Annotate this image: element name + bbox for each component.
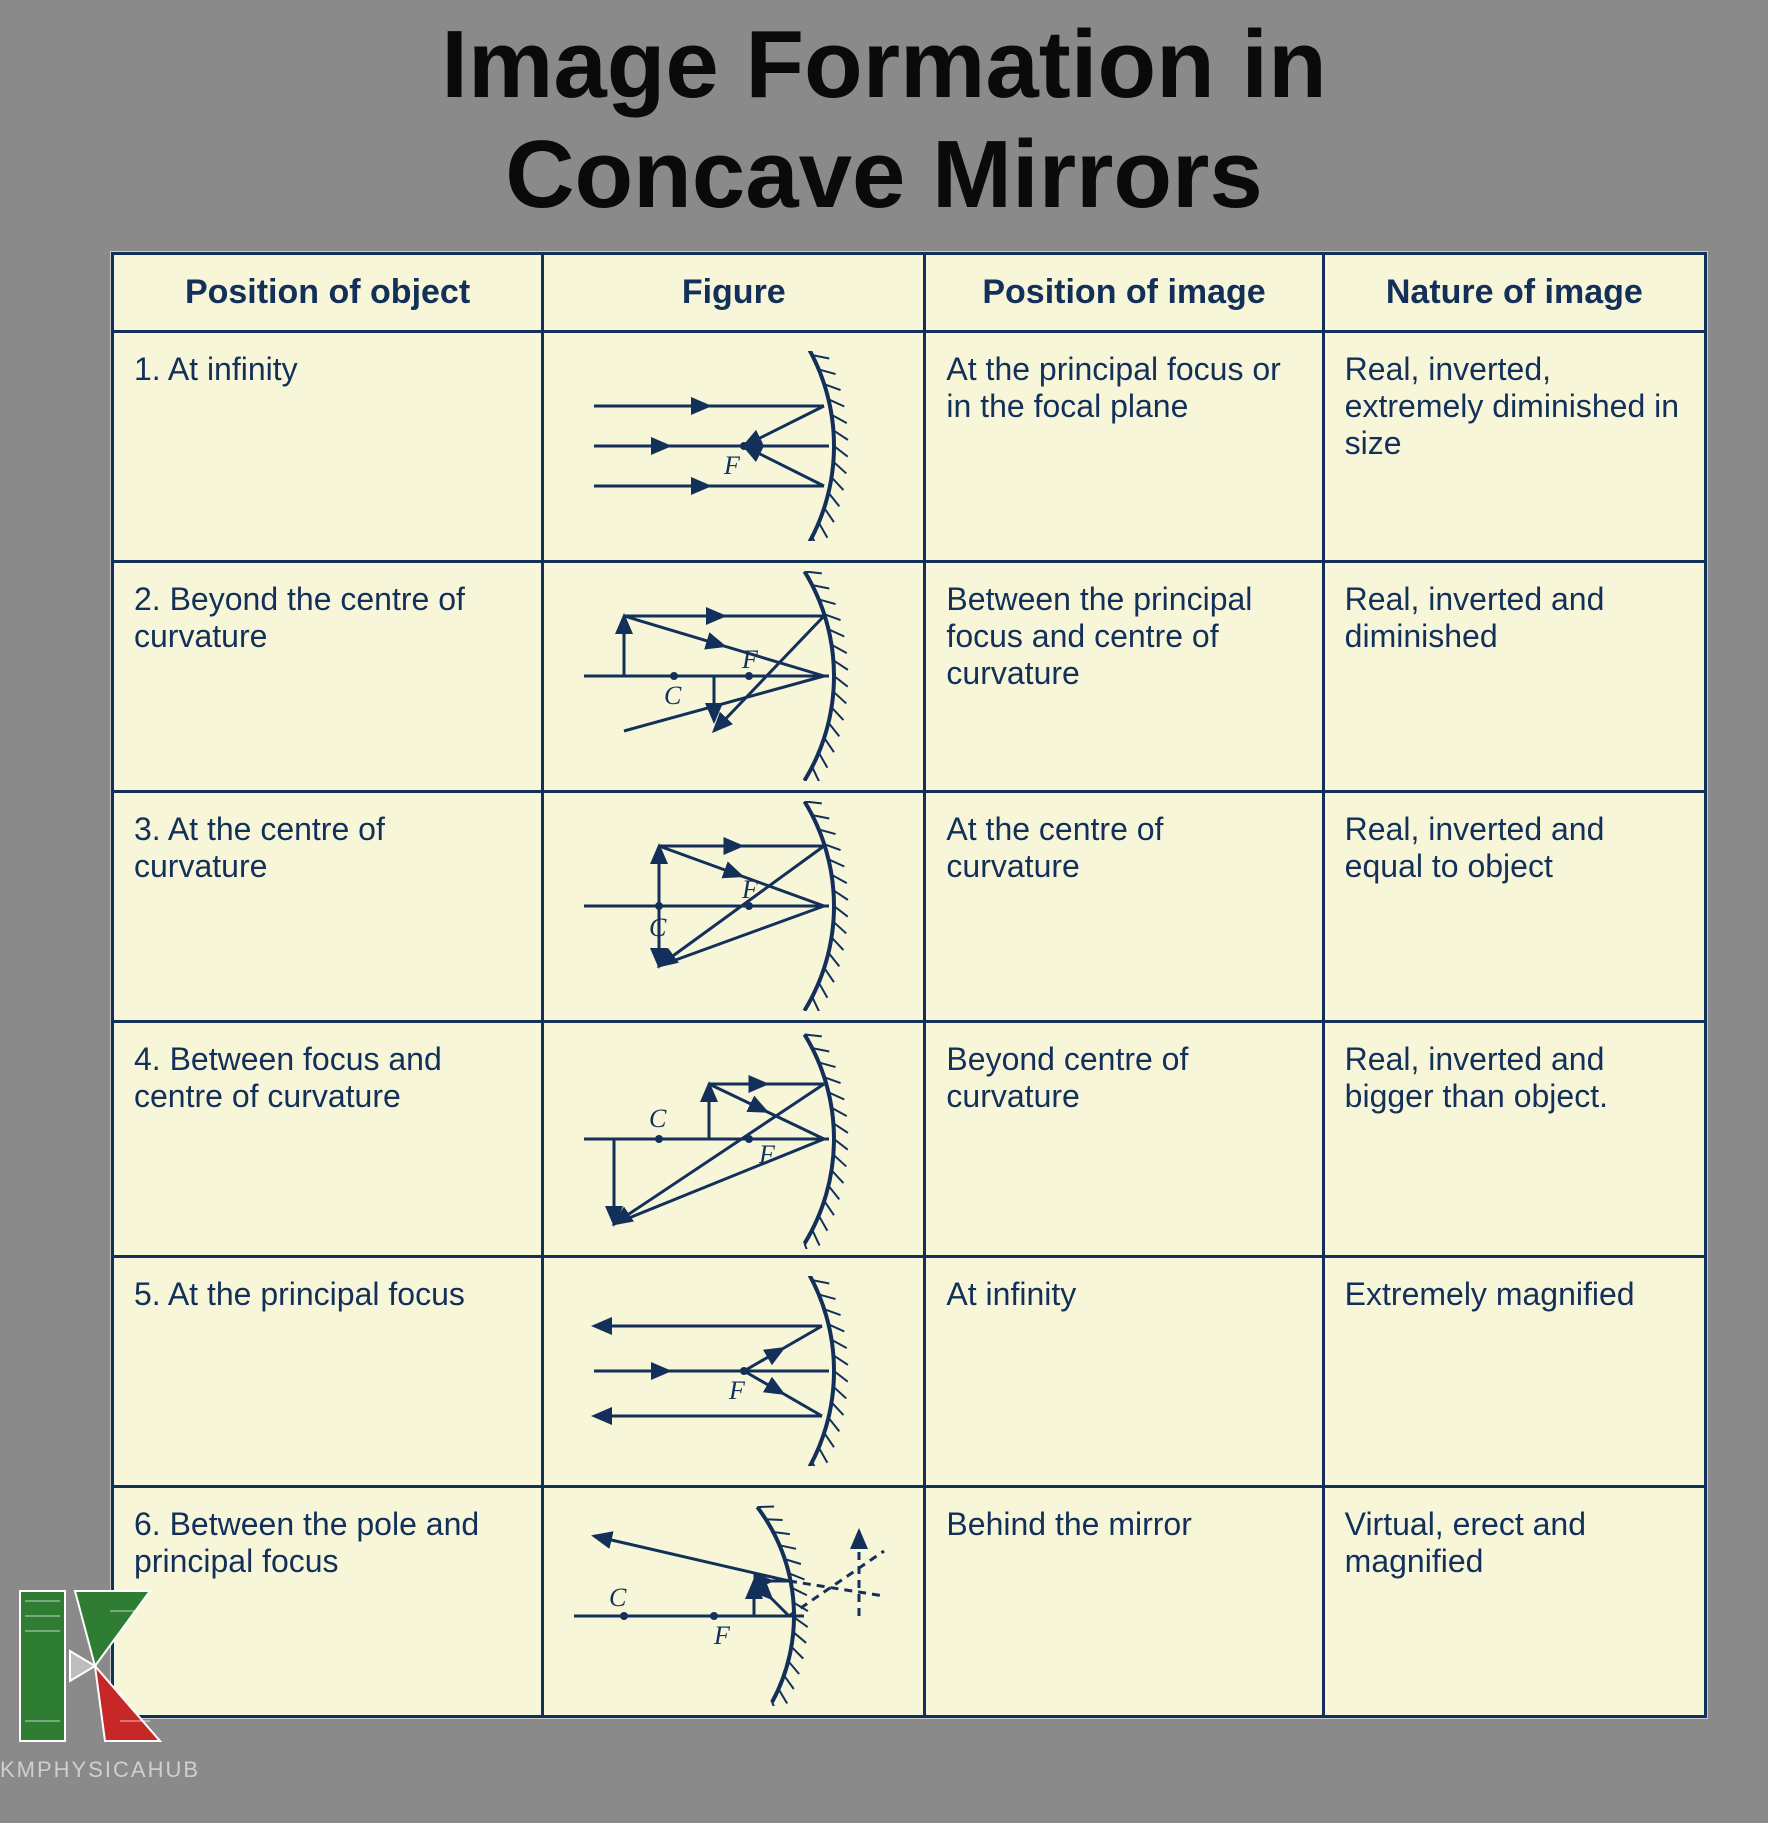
svg-text:F: F [713,1621,731,1650]
svg-text:C: C [664,681,682,710]
ray-diagram-icon: CF [564,801,904,1011]
mirror-table: Position of object Figure Position of im… [111,252,1707,1718]
th-nature: Nature of image [1323,253,1705,331]
logo: KMPHYSICAHUB [0,1581,230,1783]
cell-position-object: 3. At the centre of curvature [113,791,543,1021]
logo-text: KMPHYSICAHUB [0,1757,230,1783]
table-row: 4. Between focus and centre of curvature… [113,1021,1706,1256]
page-title: Image Formation in Concave Mirrors [0,0,1768,231]
svg-text:F: F [728,1376,746,1405]
cell-nature: Real, inverted, extremely diminished in … [1323,331,1705,561]
table-row: 6. Between the pole and principal focusC… [113,1486,1706,1716]
cell-position-image: Between the principal focus and centre o… [925,561,1323,791]
cell-figure: CF [543,1486,925,1716]
cell-nature: Real, inverted and equal to object [1323,791,1705,1021]
svg-text:C: C [609,1583,627,1612]
cell-position-image: At the centre of curvature [925,791,1323,1021]
svg-text:C: C [649,1104,667,1133]
th-figure: Figure [543,253,925,331]
table-row: 1. At infinity F At the principal focus or… [113,331,1706,561]
cell-position-image: Behind the mirror [925,1486,1323,1716]
table-row: 5. At the principal focus F At infinityExt… [113,1256,1706,1486]
th-position-image: Position of image [925,253,1323,331]
svg-text:F: F [723,451,741,480]
cell-position-object: 5. At the principal focus [113,1256,543,1486]
cell-figure: CF [543,1021,925,1256]
cell-position-image: At infinity [925,1256,1323,1486]
cell-figure: F [543,331,925,561]
title-line-1: Image Formation in [441,11,1326,118]
cell-nature: Real, inverted and diminished [1323,561,1705,791]
title-line-2: Concave Mirrors [505,121,1263,228]
cell-position-image: Beyond centre of curvature [925,1021,1323,1256]
logo-k-icon [0,1581,200,1751]
th-position-object: Position of object [113,253,543,331]
ray-diagram-icon: CF [564,1029,904,1249]
cell-figure: CF [543,791,925,1021]
cell-figure: CF [543,561,925,791]
cell-position-object: 2. Beyond the centre of curvature [113,561,543,791]
ray-diagram-icon: F [574,351,894,541]
table-row: 3. At the centre of curvatureCFAt the ce… [113,791,1706,1021]
ray-diagram-icon: F [574,1276,894,1466]
cell-nature: Real, inverted and bigger than object. [1323,1021,1705,1256]
cell-figure: F [543,1256,925,1486]
ray-diagram-icon: CF [564,571,904,781]
cell-position-object: 4. Between focus and centre of curvature [113,1021,543,1256]
cell-position-image: At the principal focus or in the focal p… [925,331,1323,561]
table-header-row: Position of object Figure Position of im… [113,253,1706,331]
cell-position-object: 1. At infinity [113,331,543,561]
table-row: 2. Beyond the centre of curvatureCFBetwe… [113,561,1706,791]
cell-nature: Extremely magnified [1323,1256,1705,1486]
svg-text:F: F [741,645,759,674]
ray-diagram-icon: CF [554,1496,914,1706]
table-card: Position of object Figure Position of im… [110,251,1708,1719]
cell-nature: Virtual, erect and magnified [1323,1486,1705,1716]
